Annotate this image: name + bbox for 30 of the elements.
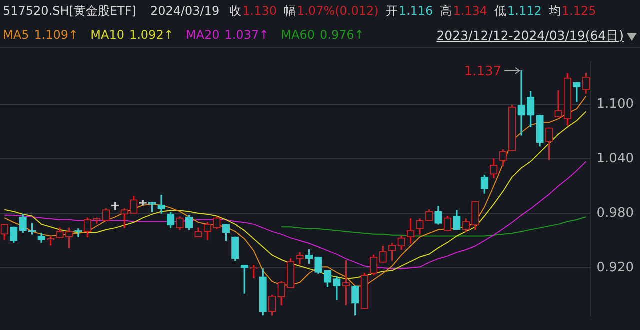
text: 1.116 [398,4,434,18]
candlestick [158,195,166,214]
y-tick-label: 0.980 [596,206,634,221]
text: 高 [440,4,452,18]
text: MA20 [186,28,220,42]
text: 开 [386,4,398,18]
text: 1.109↑ [34,28,79,42]
text: MA60 [281,28,315,42]
text: MA5 [3,28,30,42]
text: 2023/12/12-2024/03/19(64日) [436,28,624,45]
y-tick-label: 1.040 [596,151,634,166]
text: 0.976↑ [320,28,364,42]
text: 1.130 [242,4,277,18]
text: MA10 [90,28,124,42]
text: 1.07%(0.012) [296,4,379,18]
annotation: 1.137 [464,64,502,80]
y-tick-label: 0.920 [596,260,634,276]
text: 1.092↑ [129,28,174,42]
text: 1.112 [508,4,542,18]
text: 1.037↑ [224,28,270,42]
text: 2024/03/19 [150,4,220,18]
text: 均 [548,4,561,18]
chart-title: 517520.SH[黄金股ETF] [3,4,136,18]
text: 收 [230,4,242,18]
text: 幅 [284,4,296,18]
text: 1.125 [562,4,596,18]
text: 低 [494,4,507,18]
text: 1.134 [453,4,488,18]
candlestick [518,70,526,136]
y-tick-label: 1.100 [596,96,634,112]
